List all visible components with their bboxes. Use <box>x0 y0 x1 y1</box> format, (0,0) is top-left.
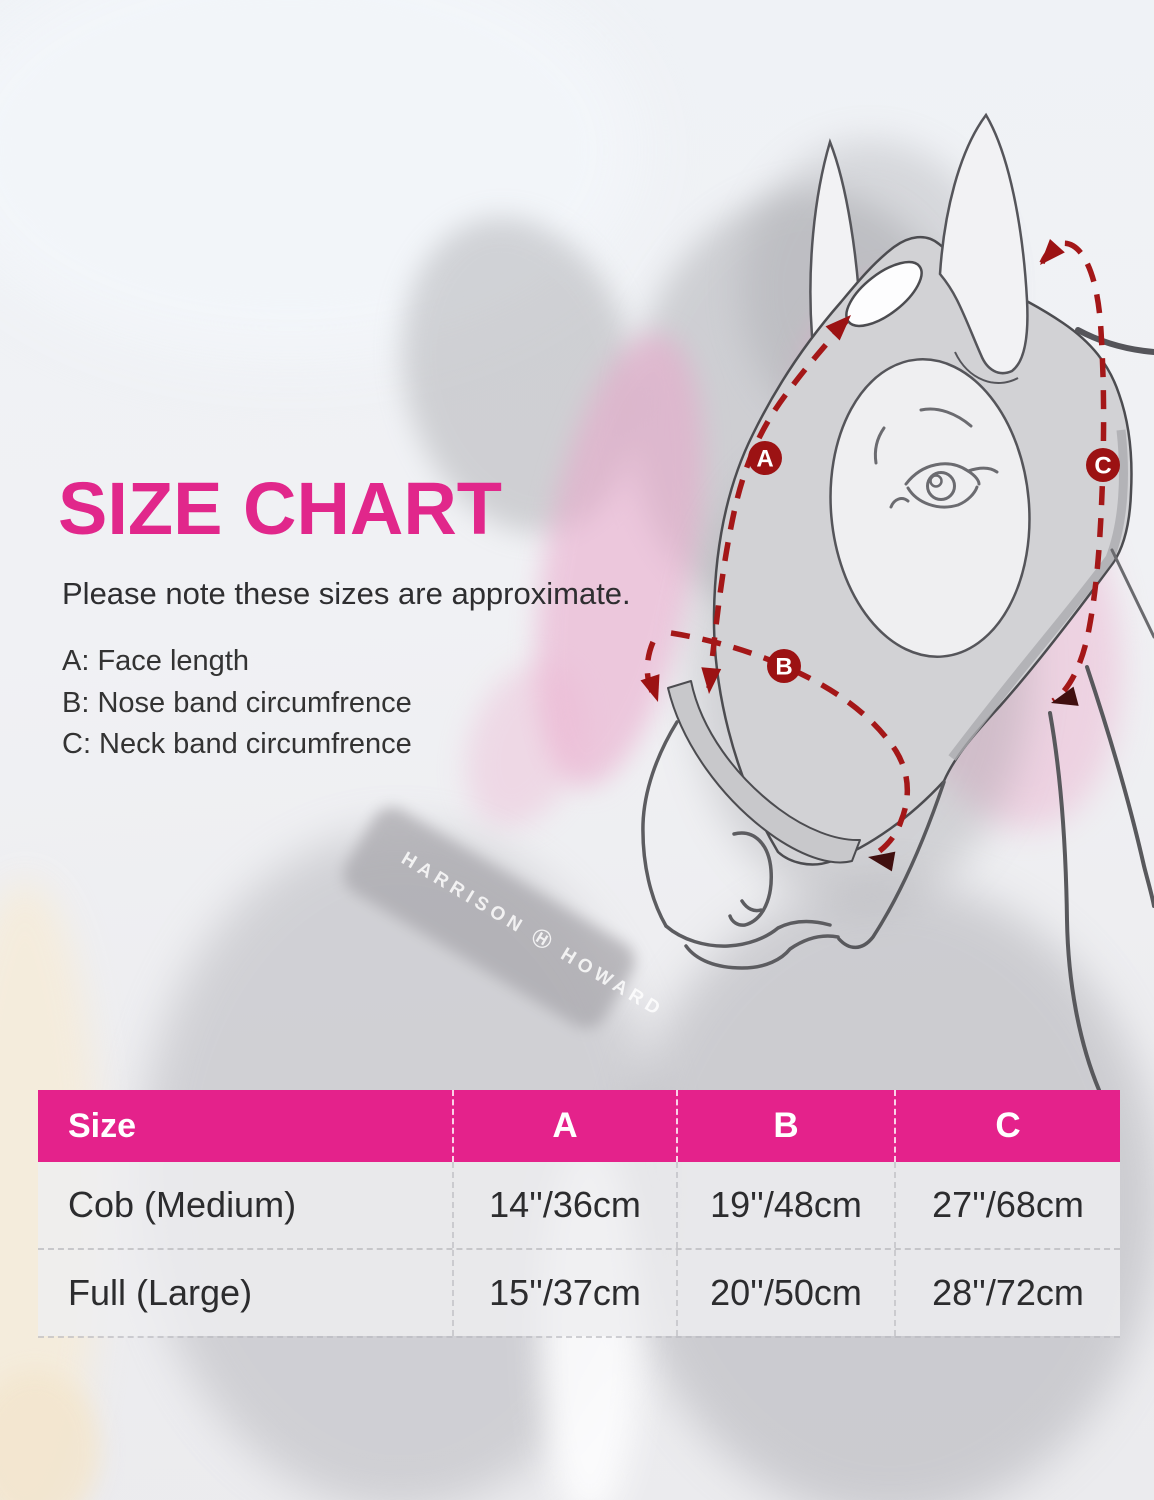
cell-full-b: 20''/50cm <box>676 1250 894 1336</box>
subtitle: Please note these sizes are approximate. <box>62 576 631 611</box>
measurement-arrow-c <box>1039 240 1107 704</box>
nostril <box>728 831 773 927</box>
cell-size-full: Full (Large) <box>68 1272 253 1313</box>
legend-item-b: B: Nose band circumfrence <box>62 686 412 719</box>
legend-item-c: C: Neck band circumfrence <box>62 728 412 760</box>
muzzle-sketch <box>641 720 840 970</box>
marker-b-label: B <box>775 654 792 681</box>
table-body: Cob (Medium) 14''/36cm 19''/48cm 27''/68… <box>38 1162 1120 1338</box>
table-row-cob: Cob (Medium) 14''/36cm 19''/48cm 27''/68… <box>38 1162 1120 1248</box>
cell-size-cob: Cob (Medium) <box>68 1184 297 1225</box>
jaw-neck-lines <box>837 327 1154 1092</box>
cell-full-a: 15''/37cm <box>452 1250 676 1336</box>
header-cell-b: B <box>676 1090 894 1162</box>
cell-cob-a: 14''/36cm <box>452 1162 676 1248</box>
poll-strap <box>1075 327 1154 355</box>
cell-cob-c: 27''/68cm <box>894 1162 1120 1248</box>
mask-seam <box>948 429 1128 761</box>
halter-strap <box>1110 548 1154 639</box>
table-row-full: Full (Large) 15''/37cm 20''/50cm 28''/72… <box>38 1248 1120 1336</box>
header-cell-size: Size <box>68 1106 137 1145</box>
forelock-hole <box>845 260 923 328</box>
marker-a-label: A <box>756 446 773 473</box>
horse-right-ear <box>938 112 1029 375</box>
legend-item-a: A: Face length <box>62 645 249 677</box>
measurement-arrow-b-hook <box>644 640 659 701</box>
nose-band <box>667 680 861 864</box>
table-header-row: Size A B C <box>38 1090 1120 1162</box>
horse-eye-sketch <box>873 407 999 509</box>
arrowheads <box>640 238 1079 872</box>
cell-full-c: 28''/72cm <box>894 1250 1120 1336</box>
marker-b-badge: B <box>767 649 801 683</box>
header-cell-c: C <box>894 1090 1120 1162</box>
marker-c-badge: C <box>1086 448 1120 482</box>
measurement-legend: A: Face length B: Nose band circumfrence… <box>62 641 412 766</box>
bg-light-blob <box>0 0 640 360</box>
marker-a-badge: A <box>748 441 782 475</box>
header-cell-a: A <box>452 1090 676 1162</box>
page-title: SIZE CHART <box>58 467 502 550</box>
marker-c-label: C <box>1094 453 1111 480</box>
cell-cob-b: 19''/48cm <box>676 1162 894 1248</box>
measurement-arrow-b <box>670 630 911 856</box>
ear-hole-rim <box>954 351 1019 384</box>
size-table: Size A B C Cob (Medium) 14''/36cm 19''/4… <box>38 1090 1120 1338</box>
